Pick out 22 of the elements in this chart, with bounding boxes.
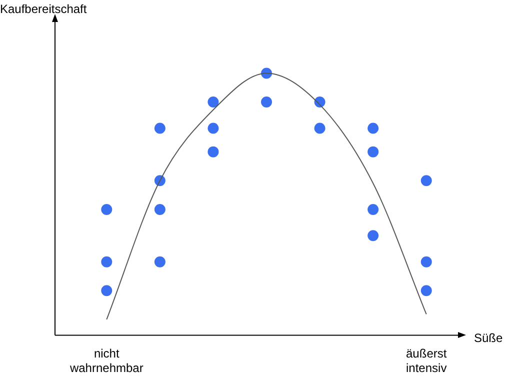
x-tick-label: nicht wahrnehmbar	[68, 346, 144, 376]
point	[154, 122, 166, 134]
point	[314, 122, 326, 134]
point	[368, 230, 379, 242]
point	[420, 285, 432, 296]
x-tick-label: äußerst intensiv	[406, 346, 448, 376]
point	[261, 96, 272, 108]
point	[101, 256, 112, 268]
point	[368, 122, 379, 134]
point	[368, 204, 379, 215]
point	[368, 146, 379, 158]
point	[208, 122, 219, 134]
point	[154, 204, 166, 215]
y-axis-title: Kaufbereitschaft	[0, 2, 87, 16]
point	[101, 204, 112, 215]
point	[420, 175, 432, 186]
point	[420, 256, 432, 268]
point	[208, 96, 219, 108]
point	[154, 256, 166, 268]
point	[208, 146, 219, 158]
x-axis-title: Süße	[474, 331, 503, 345]
point	[101, 285, 112, 296]
